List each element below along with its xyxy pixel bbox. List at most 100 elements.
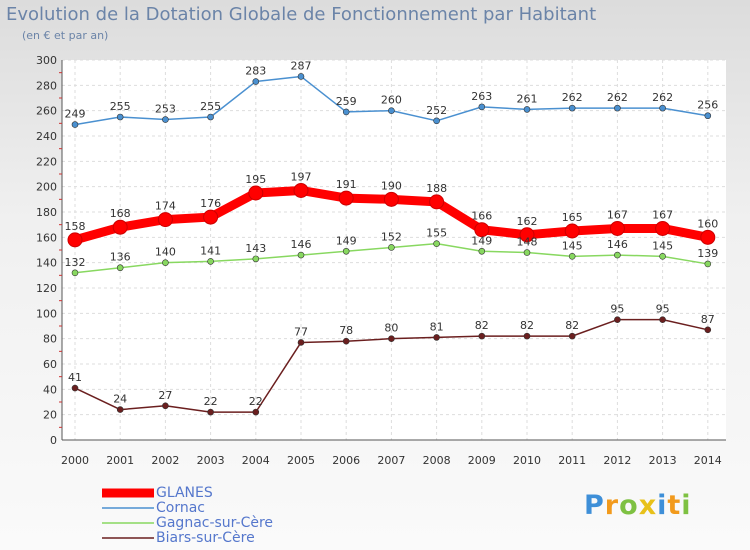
data-point <box>116 113 124 121</box>
x-tick-label: 2011 <box>558 454 586 467</box>
data-point <box>478 247 486 255</box>
data-label: 145 <box>652 239 673 252</box>
data-point <box>433 117 440 125</box>
data-label: 259 <box>336 95 357 108</box>
data-point <box>207 408 214 416</box>
data-point <box>433 240 440 247</box>
data-label: 146 <box>607 238 628 251</box>
legend-label-cornac: Cornac <box>156 500 205 516</box>
data-point <box>162 402 169 410</box>
data-label: 149 <box>471 234 492 247</box>
data-point <box>523 106 531 113</box>
data-label: 261 <box>517 92 538 105</box>
data-label: 22 <box>249 395 263 408</box>
logo-letter: P <box>584 490 605 521</box>
y-tick-label: 40 <box>43 383 57 396</box>
y-tick-label: 140 <box>36 257 57 270</box>
y-tick-label: 200 <box>36 181 57 194</box>
data-point <box>293 182 309 198</box>
y-tick-label: 100 <box>36 307 57 320</box>
data-point <box>704 260 712 268</box>
data-label: 149 <box>336 234 357 247</box>
x-tick-label: 2000 <box>61 454 89 467</box>
data-label: 145 <box>562 239 583 252</box>
data-point <box>388 244 395 251</box>
data-label: 136 <box>110 251 131 264</box>
x-tick-label: 2013 <box>649 454 677 467</box>
data-label: 255 <box>200 100 221 113</box>
data-label: 146 <box>291 238 312 251</box>
legend-item-biars: Biars-sur-Cère <box>102 531 273 546</box>
logo-letter: r <box>604 490 620 521</box>
data-point <box>568 332 576 340</box>
data-point <box>203 209 219 225</box>
data-point <box>162 116 169 123</box>
data-label: 155 <box>426 227 447 240</box>
y-tick-label: 120 <box>36 282 57 295</box>
data-label: 87 <box>701 313 715 326</box>
data-label: 152 <box>381 230 402 243</box>
data-point <box>478 332 486 340</box>
data-label: 197 <box>291 170 312 183</box>
data-point <box>162 259 169 266</box>
data-point <box>252 78 260 85</box>
data-label: 139 <box>697 247 718 260</box>
data-point <box>71 121 79 128</box>
legend-label-biars: Biars-sur-Cère <box>156 530 255 546</box>
data-point <box>474 222 490 238</box>
x-tick-label: 2004 <box>242 454 270 467</box>
y-tick-label: 0 <box>50 434 57 447</box>
y-tick-label: 80 <box>43 333 57 346</box>
data-point <box>207 258 214 265</box>
data-point <box>297 251 305 259</box>
x-tick-label: 2012 <box>603 454 631 467</box>
data-label: 82 <box>565 319 579 332</box>
data-point <box>655 220 671 236</box>
data-point <box>614 104 621 112</box>
data-label: 165 <box>562 211 583 224</box>
data-label: 191 <box>336 178 357 191</box>
data-label: 77 <box>294 325 308 338</box>
data-label: 82 <box>475 319 489 332</box>
x-tick-label: 2002 <box>151 454 179 467</box>
legend-item-glanes: GLANES <box>102 486 273 501</box>
data-label: 141 <box>200 244 221 257</box>
data-point <box>342 108 350 116</box>
data-point <box>659 104 666 112</box>
data-label: 95 <box>610 303 624 316</box>
data-label: 252 <box>426 104 447 117</box>
data-label: 148 <box>517 236 538 249</box>
data-label: 262 <box>562 91 583 104</box>
legend-label-gagnac: Gagnac-sur-Cère <box>156 515 274 531</box>
data-label: 95 <box>656 303 670 316</box>
data-point <box>248 185 264 201</box>
data-point <box>568 253 576 260</box>
legend-swatch-glanes <box>102 488 154 498</box>
x-tick-label: 2001 <box>106 454 134 467</box>
data-label: 176 <box>200 197 221 210</box>
data-point <box>342 337 350 345</box>
data-point <box>700 229 716 245</box>
chart-title: Evolution de la Dotation Globale de Fonc… <box>6 4 597 25</box>
data-point <box>564 223 580 239</box>
data-label: 22 <box>204 395 218 408</box>
x-tick-label: 2006 <box>332 454 360 467</box>
legend-label-glanes: GLANES <box>156 485 213 501</box>
data-point <box>112 219 128 235</box>
data-label: 256 <box>697 99 718 112</box>
data-label: 283 <box>245 65 266 78</box>
legend-item-gagnac: Gagnac-sur-Cère <box>102 516 273 531</box>
data-label: 168 <box>110 207 131 220</box>
data-label: 24 <box>113 393 127 406</box>
data-label: 174 <box>155 200 176 213</box>
data-point <box>252 408 260 416</box>
y-tick-label: 60 <box>43 358 57 371</box>
y-tick-label: 180 <box>36 206 57 219</box>
data-label: 188 <box>426 182 447 195</box>
data-point <box>297 339 305 346</box>
data-point <box>116 264 124 272</box>
data-point <box>297 73 305 80</box>
data-label: 262 <box>607 91 628 104</box>
data-point <box>614 316 621 323</box>
